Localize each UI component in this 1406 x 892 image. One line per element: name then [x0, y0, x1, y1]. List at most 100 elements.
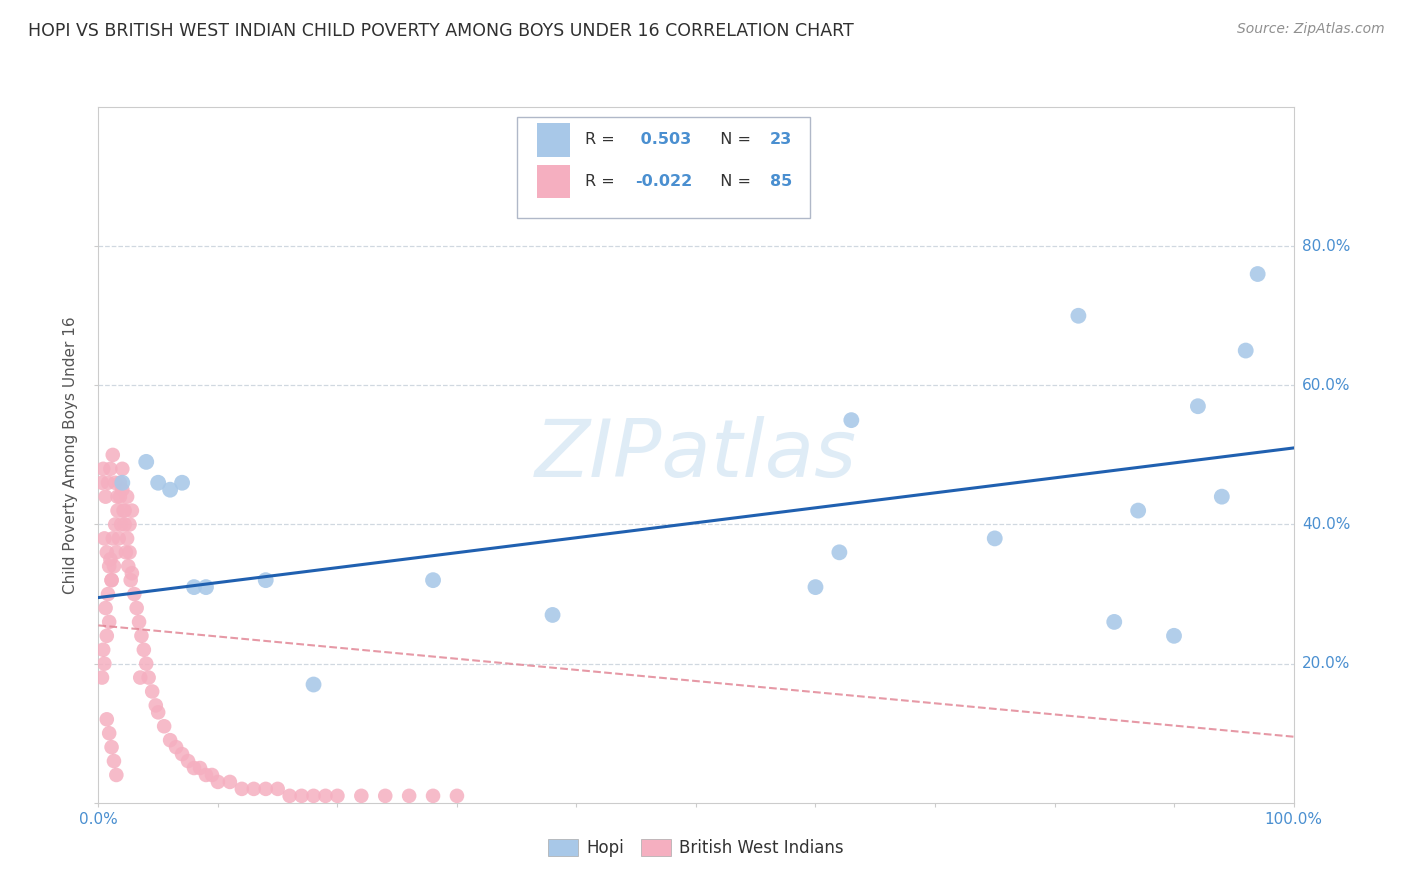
Point	[111, 462, 134, 476]
Point	[107, 503, 129, 517]
Point	[148, 475, 170, 490]
Point	[101, 448, 124, 462]
Point	[98, 462, 122, 476]
Text: 85: 85	[770, 174, 793, 189]
Point	[1246, 267, 1268, 281]
Text: 80.0%: 80.0%	[1302, 239, 1350, 253]
Point	[1211, 490, 1233, 504]
Point	[1067, 309, 1090, 323]
Point	[105, 545, 128, 559]
Text: HOPI VS BRITISH WEST INDIAN CHILD POVERTY AMONG BOYS UNDER 16 CORRELATION CHART: HOPI VS BRITISH WEST INDIAN CHILD POVERT…	[28, 22, 853, 40]
Point	[104, 517, 127, 532]
Point	[159, 483, 181, 497]
Point	[110, 517, 132, 532]
Point	[231, 781, 253, 796]
Point	[141, 684, 163, 698]
Point	[98, 726, 121, 740]
Text: 60.0%: 60.0%	[1302, 378, 1350, 392]
FancyBboxPatch shape	[537, 165, 571, 198]
Point	[93, 657, 115, 671]
Point	[172, 475, 194, 490]
Point	[91, 642, 114, 657]
Point	[165, 740, 187, 755]
Point	[219, 775, 242, 789]
Point	[100, 573, 122, 587]
Point	[302, 789, 325, 803]
Point	[201, 768, 224, 782]
Point	[254, 573, 277, 587]
Text: 20.0%: 20.0%	[1302, 657, 1350, 671]
Point	[1234, 343, 1257, 358]
Legend: Hopi, British West Indians: Hopi, British West Indians	[541, 832, 851, 864]
Point	[115, 532, 138, 546]
Point	[839, 413, 862, 427]
Point	[98, 615, 121, 629]
Point	[183, 580, 205, 594]
Point	[108, 475, 131, 490]
Point	[138, 671, 160, 685]
Point	[422, 573, 444, 587]
FancyBboxPatch shape	[517, 118, 810, 219]
Point	[118, 517, 141, 532]
Point	[267, 781, 290, 796]
Point	[1102, 615, 1125, 629]
Point	[446, 789, 468, 803]
Text: 40.0%: 40.0%	[1302, 517, 1350, 532]
Text: N =: N =	[710, 174, 756, 189]
Point	[983, 532, 1005, 546]
Point	[117, 559, 139, 574]
Point	[118, 545, 141, 559]
Point	[326, 789, 349, 803]
Point	[121, 503, 143, 517]
Point	[115, 490, 138, 504]
Point	[541, 607, 564, 622]
Point	[103, 754, 125, 768]
Point	[135, 657, 157, 671]
Point	[111, 483, 134, 497]
Point	[107, 490, 129, 504]
Point	[93, 532, 115, 546]
Point	[107, 532, 129, 546]
Point	[315, 789, 337, 803]
Point	[108, 490, 131, 504]
Text: -0.022: -0.022	[636, 174, 692, 189]
Text: N =: N =	[710, 132, 756, 147]
Point	[398, 789, 420, 803]
Point	[91, 462, 114, 476]
Point	[96, 545, 118, 559]
Point	[828, 545, 851, 559]
Point	[243, 781, 266, 796]
Point	[422, 789, 444, 803]
Point	[111, 475, 134, 490]
Point	[804, 580, 827, 594]
Point	[121, 566, 143, 581]
Point	[135, 455, 157, 469]
Point	[112, 503, 135, 517]
Point	[194, 768, 217, 782]
Point	[97, 475, 120, 490]
Point	[103, 559, 125, 574]
Text: R =: R =	[585, 132, 620, 147]
Text: Source: ZipAtlas.com: Source: ZipAtlas.com	[1237, 22, 1385, 37]
Point	[290, 789, 312, 803]
Point	[105, 768, 128, 782]
Point	[100, 740, 122, 755]
Point	[207, 775, 229, 789]
Point	[114, 517, 136, 532]
Text: 0.503: 0.503	[636, 132, 692, 147]
Point	[302, 677, 325, 691]
Point	[91, 475, 114, 490]
Point	[188, 761, 211, 775]
Point	[159, 733, 181, 747]
Y-axis label: Child Poverty Among Boys Under 16: Child Poverty Among Boys Under 16	[63, 316, 79, 594]
Point	[125, 601, 148, 615]
Point	[115, 545, 138, 559]
Text: ZIPatlas: ZIPatlas	[534, 416, 858, 494]
Point	[374, 789, 396, 803]
Point	[96, 629, 118, 643]
Text: 23: 23	[770, 132, 793, 147]
Point	[148, 706, 170, 720]
Point	[278, 789, 301, 803]
Point	[1187, 399, 1209, 413]
Point	[172, 747, 194, 761]
